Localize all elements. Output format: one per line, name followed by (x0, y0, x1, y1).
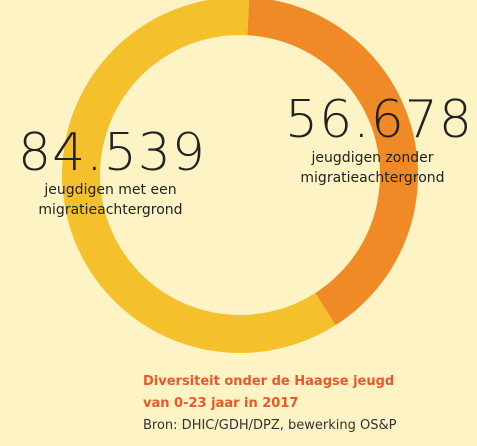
label-zonder-migratieachtergrond: jeugdigen zonder migratieachtergrond (300, 150, 445, 186)
value-zonder-migratieachtergrond: 56.678 (285, 90, 473, 150)
slice-met-migratieachtergrond (62, 0, 336, 353)
value-met-migratieachtergrond: 84.539 (18, 123, 206, 183)
caption-subtitle: van 0-23 jaar in 2017 (143, 396, 299, 411)
slice-zonder-migratieachtergrond (247, 0, 418, 326)
label-met-migratieachtergrond: jeugdigen met een migratieachtergrond (38, 182, 183, 218)
caption-title: Diversiteit onder de Haagse jeugd (143, 374, 395, 389)
caption-source: Bron: DHIC/GDH/DPZ, bewerking OS&P (143, 418, 397, 433)
